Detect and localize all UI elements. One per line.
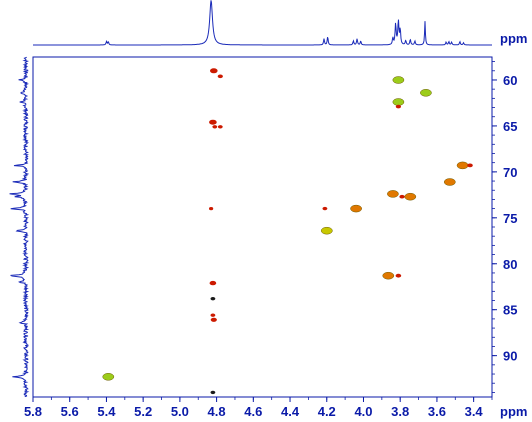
x-tick-label: 5.8	[24, 404, 42, 419]
left-projection	[9, 56, 30, 398]
cross-peak	[217, 74, 223, 79]
y-tick-label: 75	[503, 211, 517, 226]
x-tick-label: 4.2	[318, 404, 336, 419]
cross-peak	[209, 207, 214, 211]
cross-peak	[443, 178, 456, 186]
x-tick-label: 5.4	[97, 404, 116, 419]
cross-peak	[212, 125, 218, 129]
cross-peak	[210, 313, 216, 317]
cross-peak	[210, 317, 217, 322]
top-projection	[33, 0, 492, 46]
y-axis-unit-label: ppm	[500, 31, 527, 46]
y-tick-label: 80	[503, 257, 517, 272]
y-tick-label: 70	[503, 165, 517, 180]
cross-peak	[387, 190, 399, 198]
cross-peak	[456, 161, 469, 170]
cross-peak	[350, 204, 362, 213]
cross-peak	[210, 68, 218, 74]
cross-peak	[210, 390, 216, 395]
cross-peak	[382, 271, 395, 280]
y-axis-ticks: 60 65 70 75 80 85 90	[492, 61, 517, 393]
x-tick-label: 3.8	[391, 404, 409, 419]
cross-peak	[399, 194, 405, 199]
x-tick-label: 4.0	[354, 404, 372, 419]
left-projection-trace	[9, 56, 30, 398]
x-tick-label: 4.8	[208, 404, 226, 419]
x-tick-label: 4.6	[244, 404, 262, 419]
y-tick-label: 85	[503, 303, 517, 318]
y-tick-label: 60	[503, 73, 517, 88]
x-axis-unit-label: ppm	[500, 404, 527, 419]
cross-peak	[209, 280, 217, 286]
cross-peaks	[102, 68, 473, 395]
x-axis-ticks: 5.8 5.6 5.4 5.2 5.0 4.8 4.6 4.4 4.2 4.0 3.8 3.6 3.4	[24, 397, 493, 419]
x-tick-label: 3.4	[465, 404, 484, 419]
cross-peak	[102, 373, 115, 381]
cross-peak	[395, 273, 402, 278]
cross-peak	[420, 89, 432, 97]
cross-peak	[210, 297, 216, 301]
cross-peak	[404, 192, 417, 201]
cross-peak	[322, 206, 328, 211]
x-tick-label: 5.6	[61, 404, 79, 419]
y-tick-label: 65	[503, 119, 517, 134]
y-tick-label: 90	[503, 349, 517, 364]
x-tick-label: 4.4	[281, 404, 300, 419]
cross-peak	[217, 125, 223, 129]
cross-peak	[320, 226, 333, 235]
x-tick-label: 5.0	[171, 404, 189, 419]
x-tick-label: 5.2	[134, 404, 152, 419]
cross-peak	[392, 98, 405, 106]
cross-peak	[209, 119, 217, 125]
cross-peak	[392, 76, 405, 84]
cross-peak	[395, 104, 401, 109]
top-projection-trace	[33, 0, 492, 46]
cross-peak	[467, 163, 473, 168]
x-tick-label: 3.6	[428, 404, 446, 419]
